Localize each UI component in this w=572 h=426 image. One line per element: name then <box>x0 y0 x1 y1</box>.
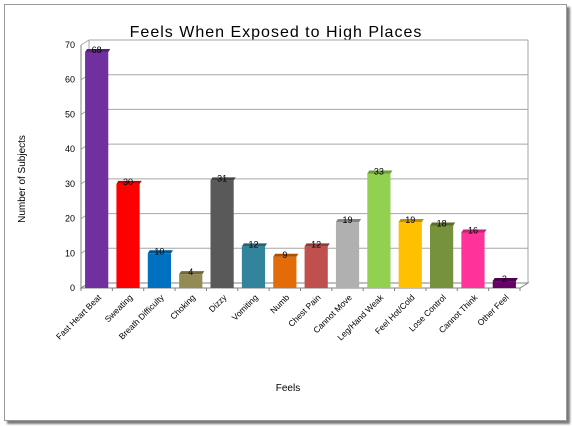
bar-front <box>367 173 391 288</box>
bar-top <box>492 278 518 282</box>
bar-top <box>273 253 299 257</box>
bar-front <box>116 183 140 288</box>
bar-top <box>116 180 142 184</box>
bar <box>273 253 299 288</box>
y-tick-label: 10 <box>65 248 75 258</box>
bar-front <box>430 225 454 288</box>
bar <box>430 222 456 288</box>
bar-front <box>273 256 297 288</box>
bar-top <box>85 48 111 52</box>
bar <box>398 219 424 288</box>
bar-front <box>335 222 360 288</box>
grid-lines <box>80 39 528 289</box>
bar-top <box>210 177 236 181</box>
bar <box>304 243 330 288</box>
bar <box>116 180 142 288</box>
y-tick-label: 30 <box>65 179 75 189</box>
data-label: 9 <box>282 250 287 260</box>
bar-top <box>461 229 487 233</box>
bar <box>210 177 236 288</box>
x-tick-label: Other Feel <box>475 292 511 328</box>
chart-frame: Feels When Exposed to High Places 0 10 20 3… <box>4 4 567 421</box>
bar-front <box>492 281 516 288</box>
data-label: 16 <box>468 225 478 235</box>
bar-top <box>367 170 393 174</box>
data-label: 12 <box>248 239 258 249</box>
bar-front <box>398 222 422 288</box>
bar-front <box>461 232 485 288</box>
data-label: 19 <box>405 215 415 225</box>
data-label: 10 <box>154 246 164 256</box>
bar <box>367 170 393 288</box>
bar-top <box>398 219 424 223</box>
y-tick-label: 0 <box>70 283 75 293</box>
x-tick-label: Numb <box>268 292 291 315</box>
x-tick-label: Fast Heart Beat <box>54 292 104 342</box>
grid-line-depth <box>80 39 90 46</box>
x-tick-label: Choking <box>168 292 197 321</box>
bar-top <box>335 219 362 223</box>
x-tick-label: Sweating <box>103 292 135 324</box>
bar-front <box>241 246 266 288</box>
data-label: 4 <box>188 267 193 277</box>
y-axis-label: Number of Subjects <box>17 135 28 223</box>
bar <box>492 278 518 288</box>
bar-top <box>179 271 205 275</box>
bar-top <box>304 243 330 247</box>
x-tick-label: Dizzy <box>207 292 229 314</box>
y-tick-label: 60 <box>65 75 75 85</box>
y-tick-label: 50 <box>65 109 75 119</box>
data-label: 68 <box>92 45 102 55</box>
bar <box>335 219 362 288</box>
bar <box>241 243 268 288</box>
x-axis-label: Feels <box>276 383 300 394</box>
bar <box>85 48 111 288</box>
bar-top <box>241 243 268 247</box>
bar-top <box>430 222 456 226</box>
bar <box>179 271 205 288</box>
bar-front <box>179 274 203 288</box>
y-tick-labels: 0 10 20 30 40 50 60 70 <box>65 40 75 293</box>
bar <box>461 229 487 288</box>
bars <box>85 48 518 288</box>
y-tick-label: 20 <box>65 214 75 224</box>
bar-top <box>147 250 173 254</box>
data-label: 18 <box>437 219 447 229</box>
data-label: 12 <box>311 239 321 249</box>
data-label: 33 <box>374 166 384 176</box>
data-labels: 68 30 10 4 31 12 9 12 19 33 19 18 16 2 <box>92 45 507 284</box>
bar-front <box>85 51 109 288</box>
bar <box>147 250 173 288</box>
bar-chart: Feels When Exposed to High Places 0 10 20 3… <box>17 24 530 394</box>
bar-front <box>210 180 234 288</box>
data-label: 19 <box>343 215 353 225</box>
y-tick-label: 40 <box>65 144 75 154</box>
data-label: 31 <box>217 173 227 183</box>
bar-front <box>147 253 171 288</box>
data-label: 2 <box>502 274 507 284</box>
x-tick-label: Vomiting <box>230 292 260 322</box>
data-label: 30 <box>123 177 133 187</box>
y-tick-label: 70 <box>65 40 75 50</box>
chart-title: Feels When Exposed to High Places <box>130 24 423 41</box>
bar-front <box>304 246 328 288</box>
